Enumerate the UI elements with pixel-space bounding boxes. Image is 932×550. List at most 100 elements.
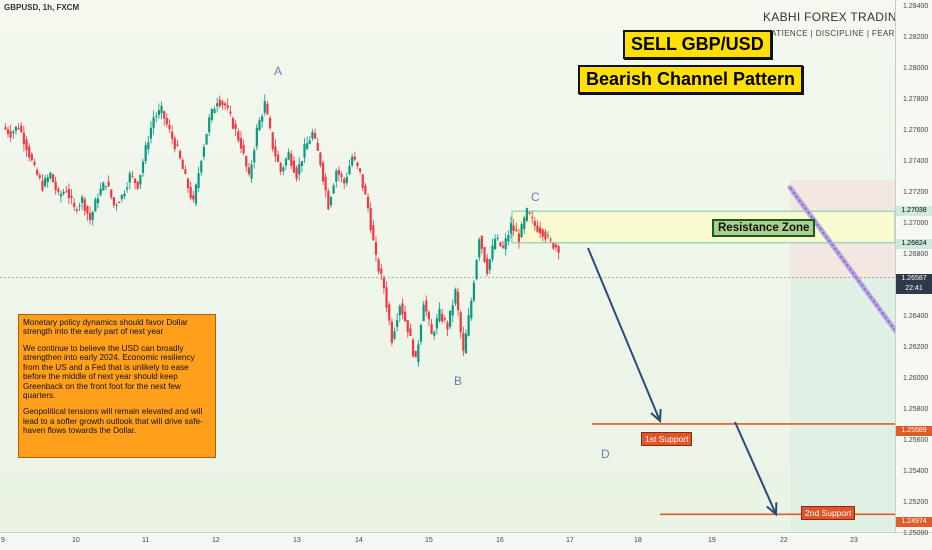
candle-body xyxy=(54,181,57,190)
candle-body xyxy=(173,138,176,150)
candle-body xyxy=(223,103,227,106)
zone-bottom-price-label: 1.26824 xyxy=(896,239,932,249)
time-tick: 19 xyxy=(708,537,716,544)
candle-body xyxy=(33,162,36,165)
time-tick: 18 xyxy=(634,537,642,544)
candle-body xyxy=(557,246,560,253)
candle-body xyxy=(192,195,195,200)
symbol-label: GBPUSD, 1h, FXCM xyxy=(4,3,80,12)
candle-body xyxy=(226,105,229,108)
candle-body xyxy=(512,225,515,231)
candle-body xyxy=(118,202,121,204)
note-paragraph-1: Monetary policy dynamics should favor Do… xyxy=(23,318,188,337)
candle-body xyxy=(433,332,436,336)
candle-body xyxy=(263,101,266,113)
candle-body xyxy=(523,217,526,230)
candle-body xyxy=(382,278,386,289)
candle-body xyxy=(155,115,158,118)
candle-body xyxy=(12,131,15,134)
candle-body xyxy=(316,142,319,151)
candle-body xyxy=(83,199,86,212)
candle-body xyxy=(372,225,375,241)
candle-body xyxy=(102,182,105,191)
candle-body xyxy=(491,245,494,260)
current-price-label: 1.26587 xyxy=(896,274,932,284)
candle-body xyxy=(549,239,552,241)
candle-body xyxy=(144,145,147,162)
candle-body xyxy=(443,318,446,320)
candle-body xyxy=(480,235,483,249)
price-tick: 1.25800 xyxy=(903,406,929,413)
candle-body xyxy=(462,332,465,351)
candle-body xyxy=(525,208,528,221)
candle-body xyxy=(284,158,288,166)
candle-body xyxy=(332,185,335,194)
price-tick: 1.25400 xyxy=(903,468,929,475)
price-tick: 1.26000 xyxy=(903,375,929,382)
candle-body xyxy=(266,103,269,115)
price-tick: 1.25600 xyxy=(903,437,929,444)
support-1-price-label: 1.25589 xyxy=(896,426,932,436)
candle-body xyxy=(128,173,131,183)
candle-body xyxy=(239,138,243,149)
candle-body xyxy=(231,118,235,129)
analysis-note: Monetary policy dynamics should favor Do… xyxy=(18,314,216,458)
candle-body xyxy=(337,169,341,175)
candle-body xyxy=(43,178,47,187)
time-axis[interactable] xyxy=(0,532,932,550)
candle-body xyxy=(496,238,499,240)
candle-body xyxy=(295,167,298,179)
price-tick: 1.28400 xyxy=(903,3,929,10)
candle-body xyxy=(345,176,348,184)
candle-body xyxy=(20,125,23,133)
price-tick: 1.26800 xyxy=(903,251,929,258)
candle-body xyxy=(91,211,94,220)
candle-body xyxy=(276,154,280,162)
candle-body xyxy=(488,259,491,270)
candle-body xyxy=(160,106,163,114)
support-2-price-label: 1.24974 xyxy=(896,517,932,527)
wave-label-d: D xyxy=(601,447,610,461)
candle-body xyxy=(348,165,351,175)
price-tick: 1.28000 xyxy=(903,65,929,72)
candle-body xyxy=(531,216,534,218)
candle-body xyxy=(245,156,248,167)
candle-body xyxy=(427,312,431,320)
candle-body xyxy=(163,111,166,119)
candle-body xyxy=(25,139,28,151)
forecast-arrow-1 xyxy=(587,247,661,422)
candle-body xyxy=(268,118,272,129)
candle-body xyxy=(456,291,460,311)
time-tick: 12 xyxy=(212,537,220,544)
candle-body xyxy=(509,223,513,234)
candle-body xyxy=(141,161,145,173)
candle-body xyxy=(41,180,44,191)
candle-body xyxy=(194,184,198,204)
wave-label-c: C xyxy=(531,190,540,204)
zone-top-price-label: 1.27038 xyxy=(896,206,932,216)
candle-body xyxy=(449,310,452,327)
candle-body xyxy=(189,187,192,199)
wave-label-a: A xyxy=(274,64,283,78)
candle-body xyxy=(396,320,399,327)
candle-body xyxy=(308,140,311,144)
candle-body xyxy=(539,227,542,234)
price-axis[interactable] xyxy=(895,0,932,532)
candle-body xyxy=(419,324,423,342)
lower-channel-line-dash xyxy=(789,187,932,382)
candle-body xyxy=(499,242,502,246)
time-tick: 13 xyxy=(293,537,301,544)
candle-body xyxy=(139,174,142,185)
candle-body xyxy=(133,178,137,184)
candle-body xyxy=(253,150,256,163)
candle-body xyxy=(467,315,470,336)
price-tick: 1.27200 xyxy=(903,189,929,196)
candle-body xyxy=(81,196,84,203)
candle-body xyxy=(28,146,31,158)
candle-body xyxy=(205,133,208,145)
candle-body xyxy=(292,160,296,173)
countdown-label: 22:41 xyxy=(896,284,932,294)
candle-body xyxy=(417,344,420,363)
